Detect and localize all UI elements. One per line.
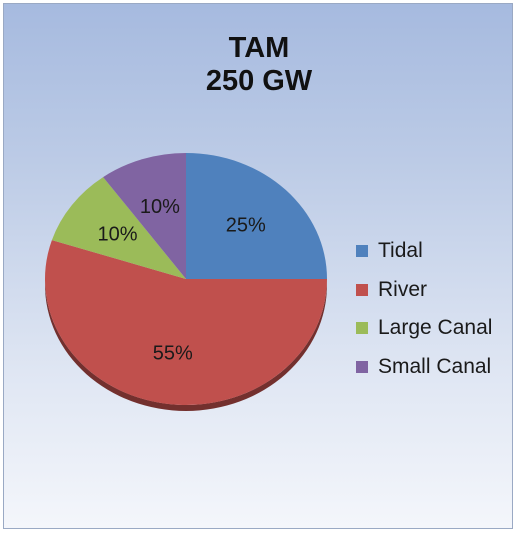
legend-label-tidal: Tidal: [378, 239, 423, 263]
chart-title: TAM 250 GW: [0, 32, 518, 98]
data-label-large-canal: 10%: [98, 224, 138, 246]
legend-item-small-canal: Small Canal: [356, 348, 492, 387]
legend-item-river: River: [356, 271, 492, 310]
pie-slice-tidal: [186, 153, 327, 279]
legend-label-small-canal: Small Canal: [378, 354, 492, 378]
pie-slice-river: [44, 240, 327, 406]
legend-item-large-canal: Large Canal: [356, 309, 492, 348]
data-label-river: 55%: [153, 343, 193, 365]
pie-labels: 25% 55% 10%10%: [98, 196, 267, 365]
legend-swatch-river: [356, 283, 368, 296]
legend-item-tidal: Tidal: [356, 232, 492, 271]
chart-legend: Tidal River Large Canal Small Canal: [356, 232, 492, 386]
legend-swatch-small-canal: [356, 360, 368, 373]
data-label-small-canal: 10%: [140, 196, 180, 218]
legend-swatch-large-canal: [356, 322, 368, 335]
legend-label-large-canal: Large Canal: [378, 316, 493, 340]
legend-swatch-tidal: [356, 245, 368, 258]
pie-slice-small-canal: [103, 153, 186, 279]
pie-slices: [44, 153, 327, 406]
legend-label-river: River: [378, 277, 428, 301]
chart-title-line-1: TAM: [228, 32, 290, 64]
pie-slice-large-canal: [51, 177, 186, 279]
data-label-tidal: 25%: [226, 215, 266, 237]
chart-title-line-2: 250 GW: [205, 65, 313, 97]
